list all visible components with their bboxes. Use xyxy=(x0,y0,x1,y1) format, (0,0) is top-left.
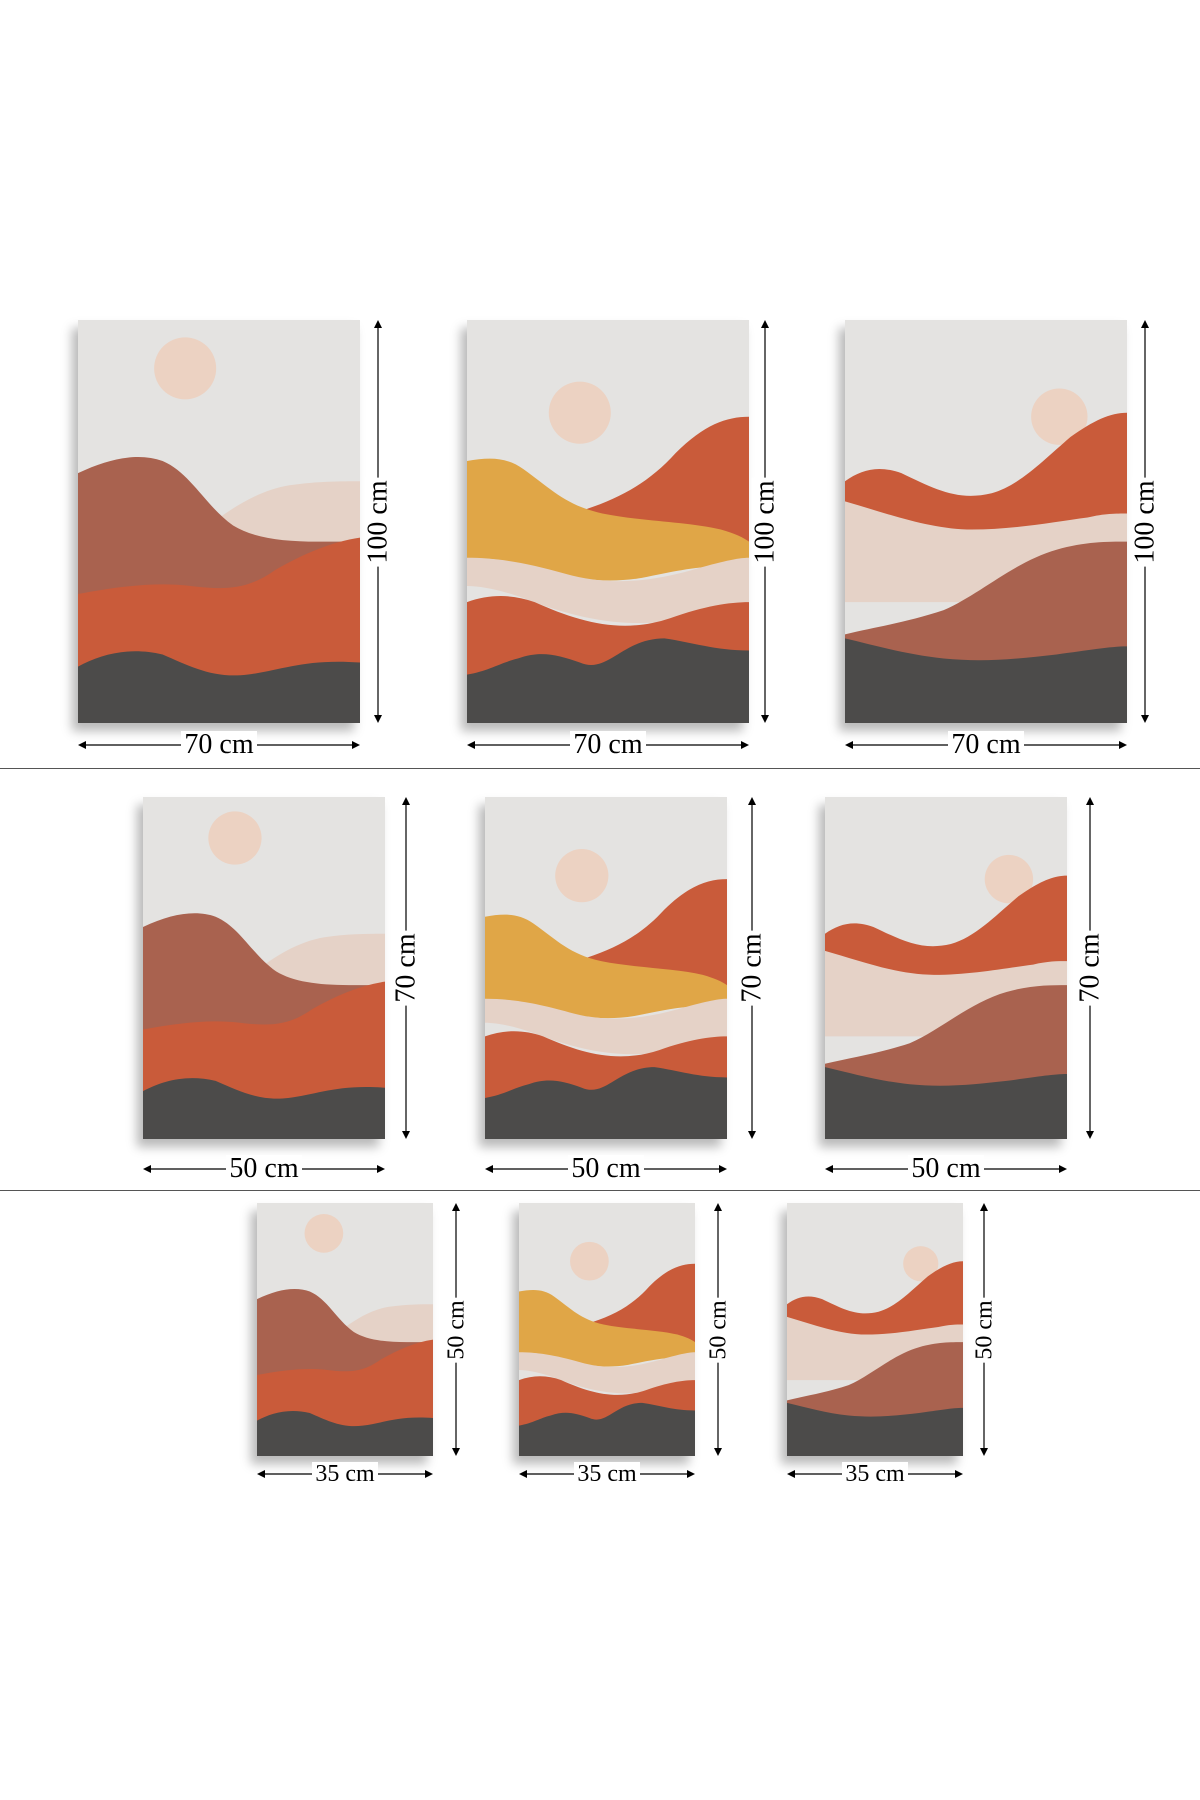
height-label: 50 cm xyxy=(705,1296,731,1363)
width-label: 70 cm xyxy=(570,731,646,759)
width-label: 35 cm xyxy=(312,1462,378,1486)
blush-hill-shape xyxy=(485,998,727,1055)
sun-shape xyxy=(548,381,611,444)
row-divider xyxy=(0,1190,1200,1191)
height-label: 70 cm xyxy=(390,930,421,1006)
charcoal-hill-shape xyxy=(257,1410,433,1456)
row-divider xyxy=(0,768,1200,769)
charcoal-hill-shape xyxy=(78,651,360,723)
charcoal-hill-shape xyxy=(467,638,749,723)
height-label: 100 cm xyxy=(1129,476,1160,567)
blush-hill-shape xyxy=(519,1352,695,1394)
mustard-hill-shape xyxy=(519,1290,695,1367)
canvas-print-design-b-row-1 xyxy=(467,320,749,723)
charcoal-hill-shape xyxy=(787,1402,963,1456)
mustard-hill-shape xyxy=(467,458,749,581)
charcoal-hill-shape xyxy=(143,1078,385,1139)
sun-shape xyxy=(208,811,262,865)
charcoal-hill-shape xyxy=(519,1402,695,1456)
width-label: 50 cm xyxy=(226,1155,302,1183)
width-label: 50 cm xyxy=(908,1155,984,1183)
sun-shape xyxy=(154,337,217,400)
charcoal-hill-shape xyxy=(845,638,1127,723)
charcoal-hill-shape xyxy=(485,1067,727,1139)
canvas-print-design-b-row-3 xyxy=(519,1203,695,1456)
canvas-print-design-c-row-1 xyxy=(845,320,1127,723)
canvas-print-design-a-row-3 xyxy=(257,1203,433,1456)
sun-shape xyxy=(304,1214,344,1253)
sun-shape xyxy=(555,849,609,903)
height-label: 50 cm xyxy=(443,1296,469,1363)
sun-shape xyxy=(984,854,1034,904)
sun-shape xyxy=(903,1246,939,1282)
width-label: 70 cm xyxy=(948,731,1024,759)
sun-shape xyxy=(570,1241,609,1281)
width-label: 35 cm xyxy=(574,1462,640,1486)
mustard-hill-shape xyxy=(485,914,727,1019)
canvas-print-design-a-row-1 xyxy=(78,320,360,723)
width-label: 50 cm xyxy=(568,1155,644,1183)
height-label: 100 cm xyxy=(749,476,780,567)
blush-hill-shape xyxy=(467,557,749,624)
canvas-print-design-c-row-3 xyxy=(787,1203,963,1456)
sun-shape xyxy=(1031,388,1088,445)
height-label: 50 cm xyxy=(971,1296,997,1363)
height-label: 70 cm xyxy=(736,930,767,1006)
width-label: 35 cm xyxy=(842,1462,908,1486)
height-label: 70 cm xyxy=(1074,930,1105,1006)
height-label: 100 cm xyxy=(362,476,393,567)
width-label: 70 cm xyxy=(181,731,257,759)
canvas-print-design-c-row-2 xyxy=(825,797,1067,1139)
canvas-print-design-a-row-2 xyxy=(143,797,385,1139)
canvas-print-design-b-row-2 xyxy=(485,797,727,1139)
charcoal-hill-shape xyxy=(825,1067,1067,1139)
